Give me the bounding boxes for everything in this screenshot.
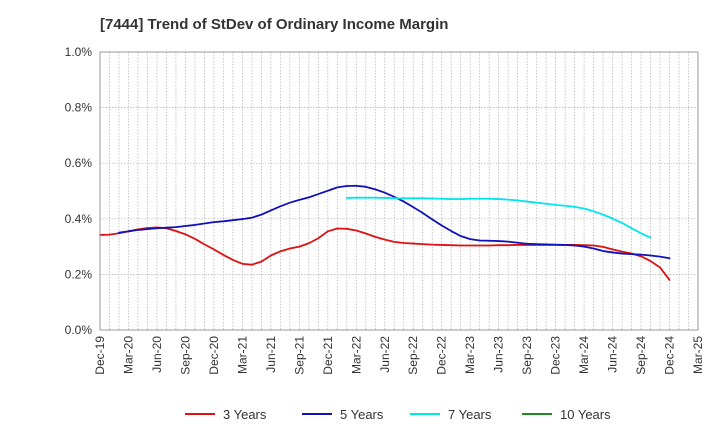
x-tick-label: Dec-23 (549, 336, 563, 375)
x-tick-label: Sep-23 (520, 336, 534, 375)
legend: 3 Years 5 Years 7 Years 10 Years (185, 407, 611, 422)
x-tick-label: Dec-24 (663, 336, 677, 375)
x-tick-label: Jun-21 (264, 336, 278, 373)
x-tick-label: Sep-21 (292, 336, 306, 375)
plot-frame (99, 51, 699, 331)
y-tick-label: 0.2% (65, 267, 93, 281)
legend-label-5-years: 5 Years (340, 407, 384, 422)
x-tick-label: Mar-22 (349, 336, 363, 374)
series-line-7-years (345, 196, 652, 239)
y-tick-label: 0.4% (65, 212, 93, 226)
x-tick-label: Sep-22 (406, 336, 420, 375)
x-tick-label: Dec-19 (93, 336, 107, 375)
legend-label-3-years: 3 Years (223, 407, 267, 422)
x-tick-label: Mar-25 (691, 336, 705, 374)
x-tick-label: Jun-24 (606, 336, 620, 373)
y-tick-label: 0.0% (65, 323, 93, 337)
series-layer (99, 184, 671, 281)
y-tick-label: 0.6% (65, 156, 93, 170)
y-axis-ticks: 0.0% 0.2% 0.4% 0.6% 0.8% 1.0% (65, 45, 93, 337)
x-axis-ticks: Dec-19 Mar-20 Jun-20 Sep-20 Dec-20 Mar-21 Jun-… (93, 336, 705, 375)
legend-label-10-years: 10 Years (560, 407, 611, 422)
x-tick-label: Sep-24 (634, 336, 648, 375)
x-tick-label: Jun-22 (378, 336, 392, 373)
x-tick-label: Dec-21 (321, 336, 335, 375)
x-tick-label: Mar-20 (121, 336, 135, 374)
x-tick-label: Jun-23 (492, 336, 506, 373)
x-tick-label: Mar-21 (235, 336, 249, 374)
grid (100, 52, 698, 330)
x-tick-label: Jun-20 (150, 336, 164, 373)
y-tick-label: 1.0% (65, 45, 93, 59)
x-tick-label: Dec-22 (435, 336, 449, 375)
series-line-5-years (118, 184, 671, 260)
x-tick-label: Sep-20 (178, 336, 192, 375)
x-tick-label: Dec-20 (207, 336, 221, 375)
chart-title: [7444] Trend of StDev of Ordinary Income… (100, 16, 448, 33)
y-tick-label: 0.8% (65, 101, 93, 115)
x-tick-label: Mar-23 (463, 336, 477, 374)
x-tick-label: Mar-24 (577, 336, 591, 374)
legend-label-7-years: 7 Years (448, 407, 492, 422)
